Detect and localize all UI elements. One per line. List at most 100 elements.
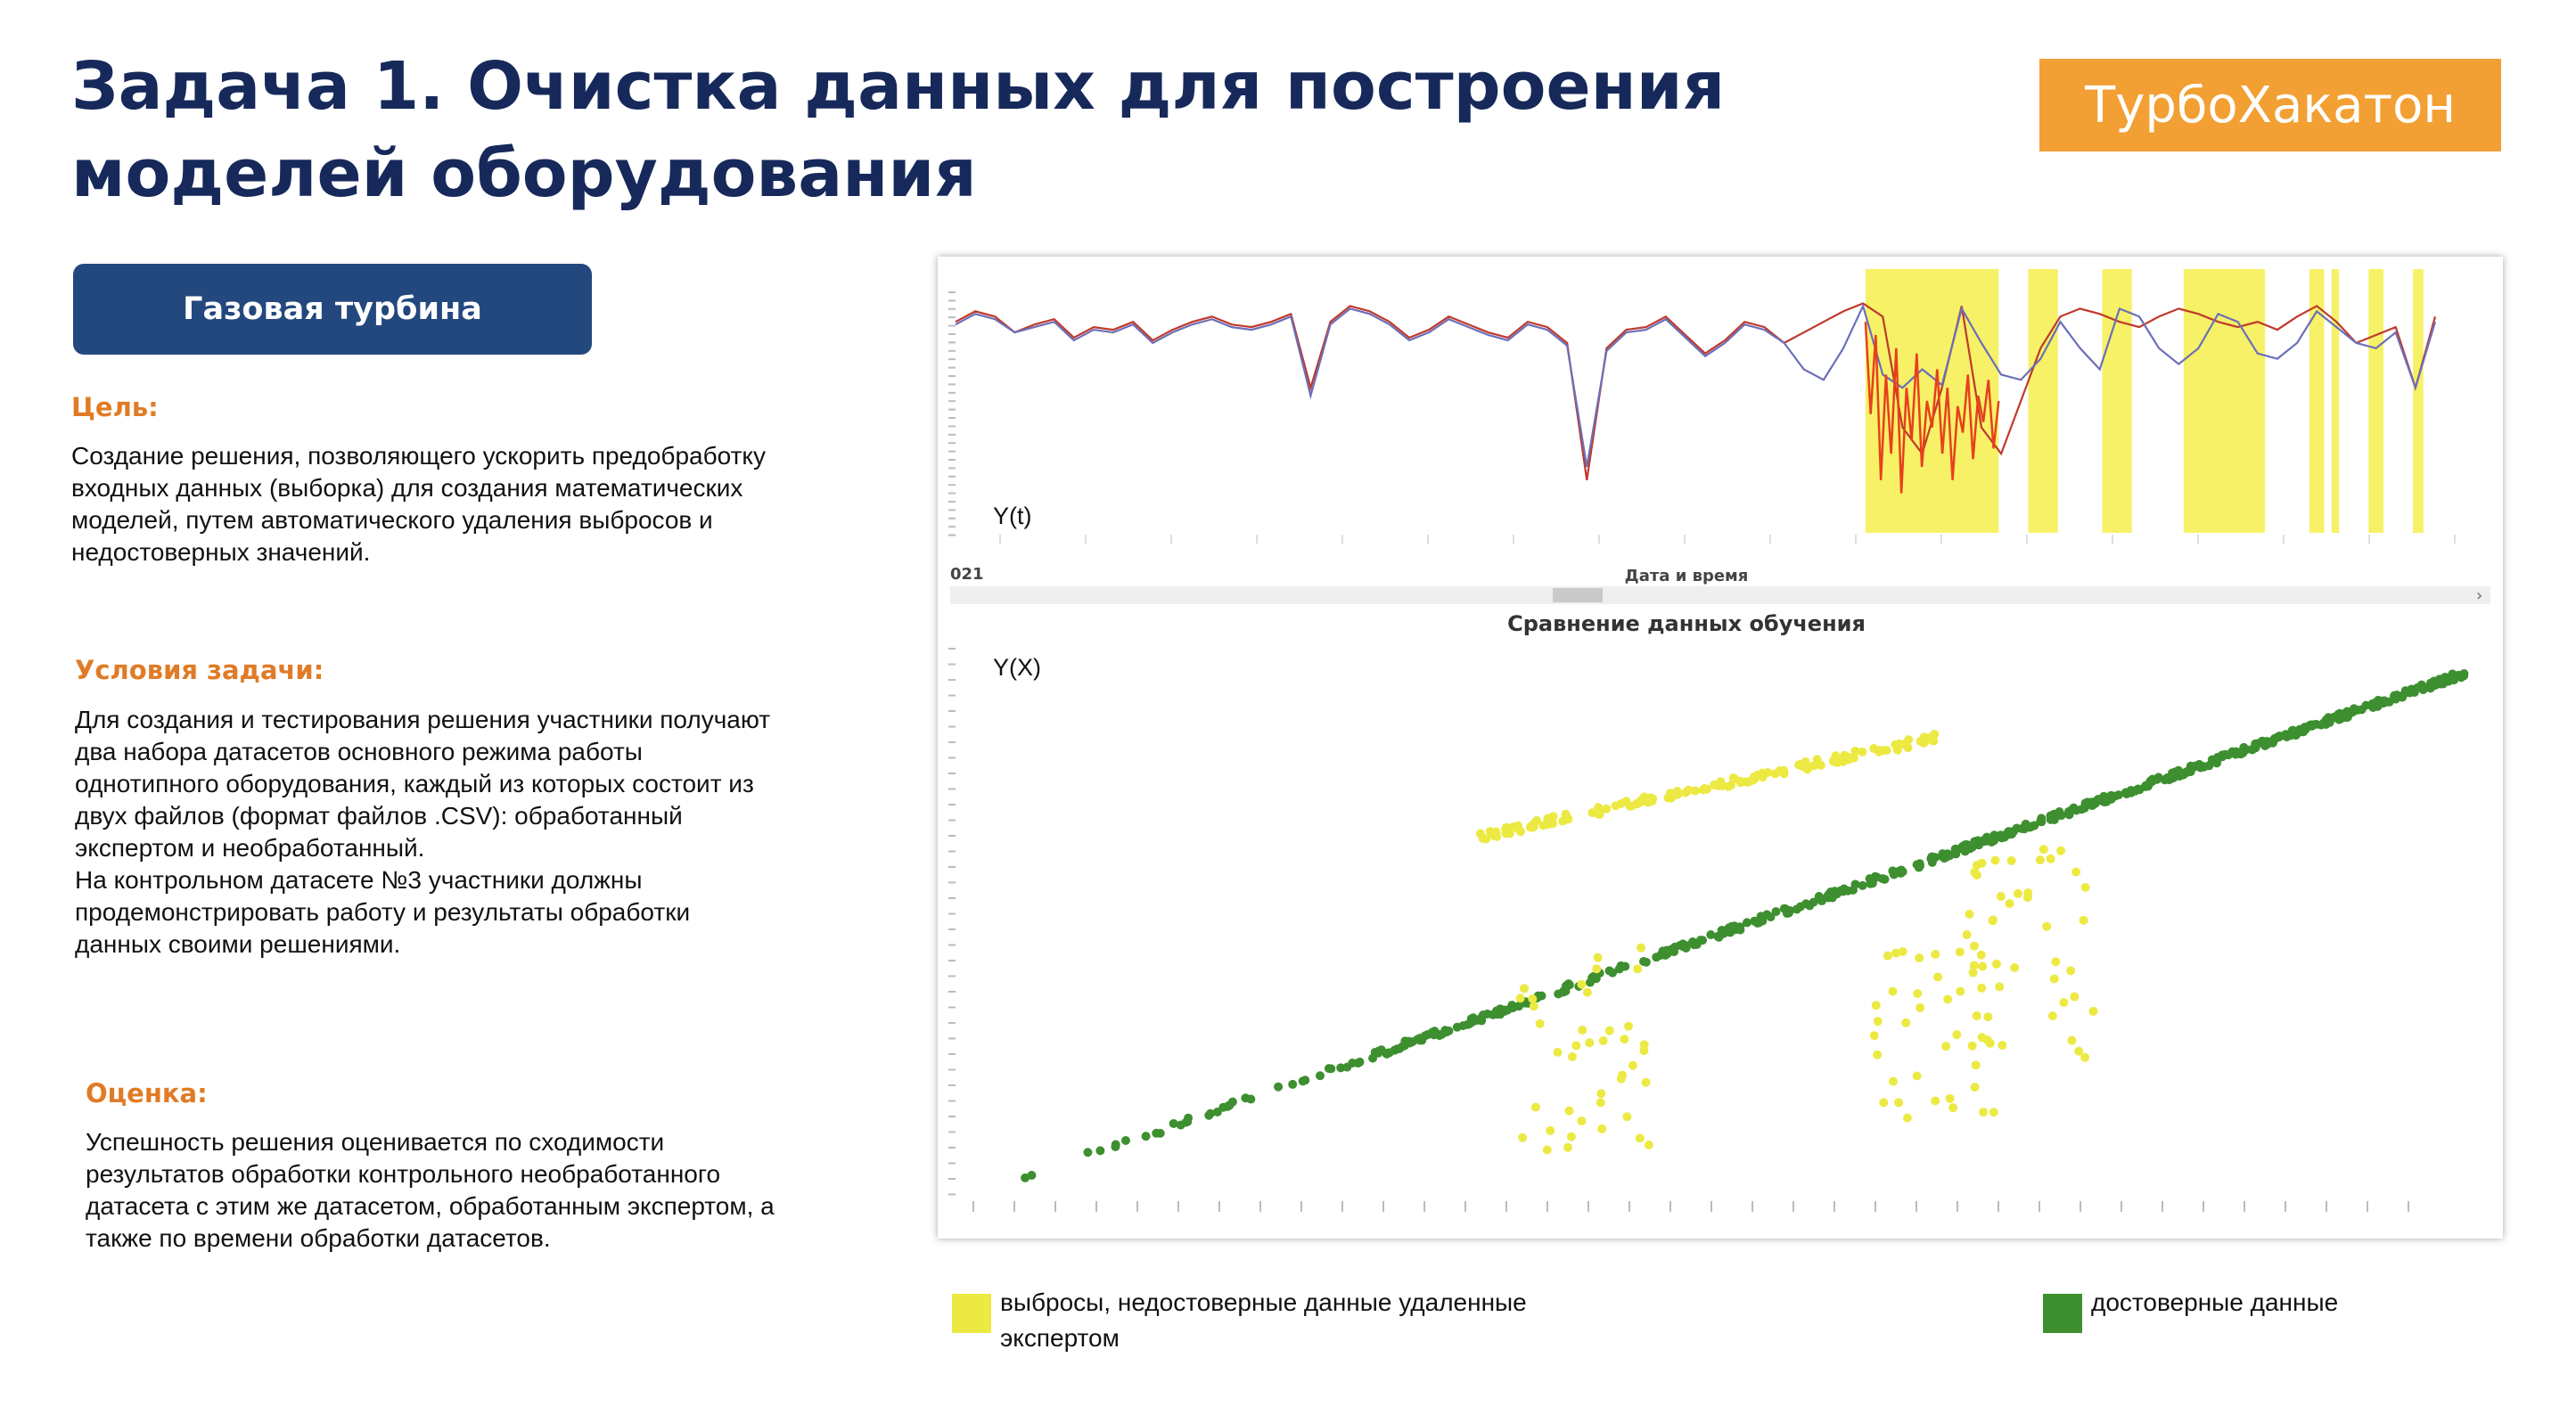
- scatter-point: [1095, 1146, 1104, 1155]
- scatter-point: [1536, 1019, 1545, 1028]
- scatter-point: [1228, 1098, 1237, 1107]
- scatter-point: [1714, 933, 1723, 942]
- scatter-point: [1597, 1124, 1606, 1133]
- scatter-point: [1444, 1026, 1453, 1035]
- time-scrollbar-track[interactable]: [950, 586, 2490, 604]
- scatter-point: [1943, 995, 1952, 1004]
- scatter-point: [1477, 1017, 1486, 1026]
- highlight-band: [2103, 269, 2132, 533]
- legend-valid-swatch: [2043, 1294, 2082, 1333]
- scatter-point: [2424, 682, 2433, 691]
- scatter-point: [1978, 1033, 1987, 1042]
- chart-panel: Y(t) 021 Дата и время › Сравнение данных…: [938, 257, 2503, 1239]
- scatter-point: [1218, 1103, 1227, 1112]
- conditions-text: Для создания и тестирования решения учас…: [75, 704, 770, 961]
- scatter-point: [1520, 984, 1529, 993]
- scatter-point: [2101, 793, 2110, 802]
- highlight-band: [2029, 269, 2058, 533]
- scatter-point: [1995, 982, 2004, 991]
- scatter-point: [2413, 683, 2422, 692]
- scatter-point: [1992, 960, 2001, 969]
- time-scrollbar-thumb[interactable]: [1553, 588, 1603, 602]
- scatter-point: [1348, 1059, 1357, 1067]
- scatter-point: [1871, 873, 1880, 882]
- scatter-point: [1642, 1078, 1651, 1087]
- scatter-point: [1571, 1041, 1580, 1050]
- scatter-point: [1899, 947, 1907, 956]
- scatter-point: [1596, 1089, 1605, 1098]
- scatter-point: [1501, 824, 1510, 833]
- scatter-point: [1316, 1071, 1325, 1080]
- scatter-point: [1626, 802, 1635, 811]
- scatter-point: [1537, 992, 1546, 1001]
- scatter-point: [1415, 1036, 1424, 1045]
- scatter-point: [1021, 1174, 1030, 1182]
- scatter-point: [2317, 721, 2326, 730]
- scatter-point: [1973, 1011, 1981, 1020]
- goal-heading: Цель:: [71, 392, 159, 422]
- scatter-point: [1783, 909, 1792, 918]
- equipment-button[interactable]: Газовая турбина: [73, 264, 592, 355]
- scatter-point: [1368, 1054, 1377, 1063]
- scatter-point: [1620, 1035, 1628, 1043]
- scatter-point: [1612, 801, 1620, 810]
- scatter-point: [1594, 803, 1603, 812]
- scatter-point: [1844, 753, 1853, 762]
- goal-text: Создание решения, позволяющего ускорить …: [71, 440, 766, 568]
- scatter-point: [1735, 926, 1744, 935]
- scatter-point: [1628, 1061, 1637, 1070]
- scatter-point: [1585, 1038, 1594, 1047]
- scatter-point: [1956, 987, 1965, 996]
- scatter-point: [1577, 1116, 1586, 1125]
- scatter-point: [1112, 1141, 1120, 1149]
- scatter-point: [1998, 1041, 2006, 1050]
- scatter-point: [1724, 782, 1733, 791]
- scatter-point: [1565, 1107, 1574, 1116]
- scatter-point: [1894, 1098, 1903, 1107]
- scatter-point: [1978, 962, 1987, 971]
- scatter-point: [2401, 686, 2410, 695]
- scatter-point: [1530, 819, 1538, 828]
- scatter-point: [1956, 947, 1965, 956]
- scatter-point: [2070, 993, 2079, 1002]
- scatter-point: [1656, 951, 1665, 960]
- scatter-point: [1883, 952, 1892, 961]
- scatter-point: [1531, 1103, 1540, 1112]
- scatter-point: [2007, 856, 2016, 865]
- scatter-point: [1528, 994, 1537, 1003]
- highlight-band: [2368, 269, 2383, 533]
- scatter-point: [1142, 1132, 1151, 1141]
- scatter-point: [1083, 1148, 1092, 1157]
- scatter-point: [1618, 1071, 1627, 1080]
- scatter-point: [1839, 887, 1848, 896]
- scatter-chart-label: Y(X): [993, 654, 1041, 681]
- scatter-point: [2441, 675, 2449, 683]
- scatter-point: [1873, 1051, 1882, 1059]
- legend-outliers-swatch: [952, 1294, 991, 1333]
- scatter-point: [1325, 1064, 1333, 1073]
- scatter-point: [2051, 957, 2060, 966]
- scatter-point: [1968, 1042, 1977, 1051]
- scatter-point: [1758, 917, 1767, 926]
- scatter-point: [2088, 801, 2096, 810]
- scatter-point: [1567, 1133, 1576, 1141]
- scatter-point: [1594, 953, 1603, 962]
- scatter-point: [2337, 713, 2346, 722]
- scatter-point: [1916, 1003, 1924, 1012]
- scatter-point: [1518, 1133, 1527, 1142]
- scatter-point: [1617, 961, 1626, 970]
- scatter-point: [1983, 1012, 1992, 1021]
- scatter-point: [1977, 984, 1986, 993]
- scatter-point: [1156, 1129, 1165, 1138]
- scatter-point: [1965, 910, 1974, 919]
- scatter-point: [2208, 756, 2217, 765]
- scatter-point: [2014, 889, 2022, 898]
- scroll-right-icon[interactable]: ›: [2476, 586, 2482, 605]
- scatter-point: [1562, 810, 1571, 819]
- scatter-point: [2066, 966, 2075, 975]
- scatter-point: [1989, 1108, 1998, 1116]
- scatter-point: [1489, 831, 1498, 840]
- scatter-point: [1382, 1049, 1391, 1058]
- scatter-point: [1642, 958, 1651, 967]
- scatter-point: [2023, 893, 2032, 902]
